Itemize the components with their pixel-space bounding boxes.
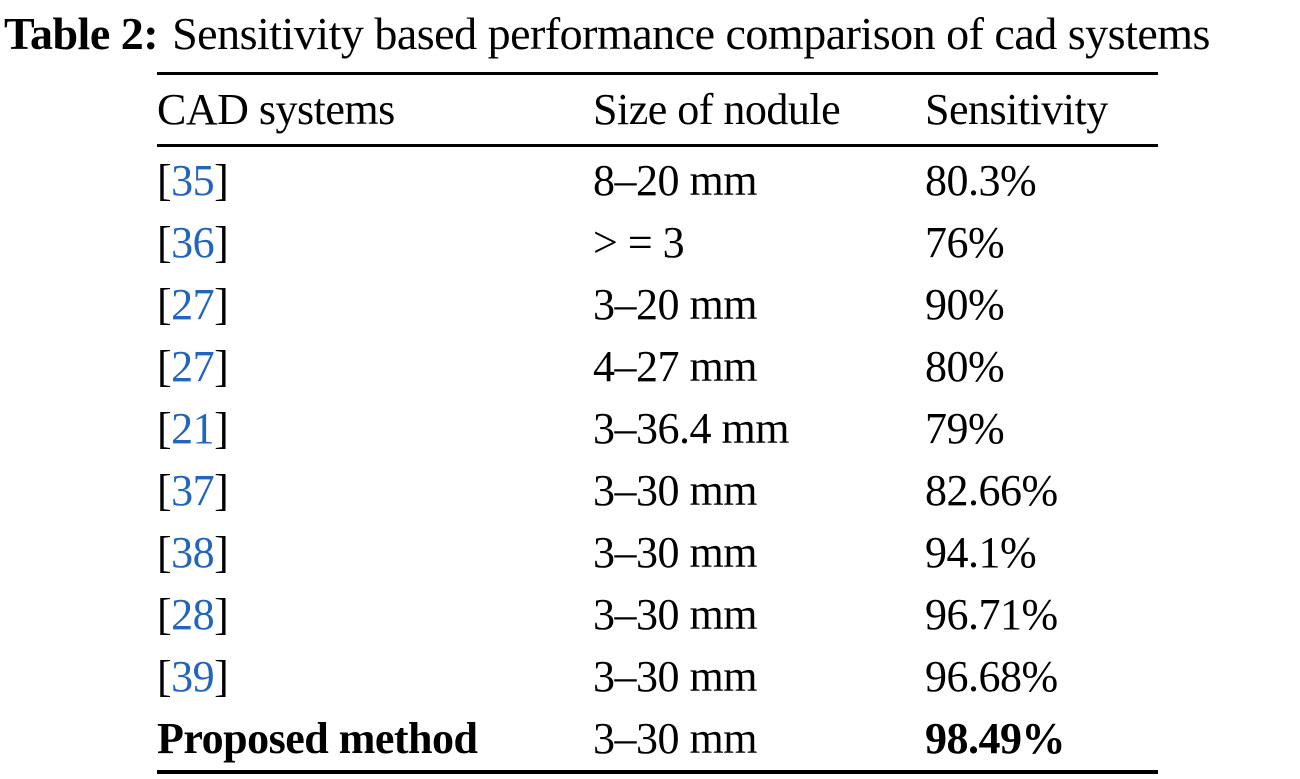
nodule-size-cell: 3–20 mm: [593, 279, 757, 329]
table-bottom-rule: [157, 770, 1158, 774]
sensitivity-cell: 94.1%: [925, 527, 1037, 577]
header-cad-systems: CAD systems: [157, 85, 395, 134]
citation-close-bracket: ]: [214, 589, 229, 639]
nodule-size-cell: 3–30 mm: [593, 589, 757, 639]
cad-system-cell: [38]: [157, 527, 593, 578]
citation-open-bracket: [: [157, 589, 172, 639]
citation-link[interactable]: 38: [171, 527, 215, 577]
header-sensitivity: Sensitivity: [925, 85, 1108, 134]
sensitivity-cell: 96.71%: [925, 589, 1058, 639]
cad-system-cell: [28]: [157, 589, 593, 640]
nodule-size-cell: 3–30 mm: [593, 465, 757, 515]
cad-system-cell: [36]: [157, 217, 593, 268]
citation-close-bracket: ]: [214, 341, 229, 391]
citation-close-bracket: ]: [214, 155, 229, 205]
citation-link[interactable]: 28: [171, 589, 215, 639]
nodule-size-cell: 3–30 mm: [593, 527, 757, 577]
table-row: [39] 3–30 mm 96.68%: [157, 645, 1158, 707]
nodule-size-cell: > = 3: [593, 217, 685, 267]
citation-close-bracket: ]: [214, 651, 229, 701]
table-row: [28] 3–30 mm 96.71%: [157, 583, 1158, 645]
table-header-rule: [157, 144, 1158, 147]
nodule-size-cell: 3–30 mm: [593, 651, 757, 701]
header-size-of-nodule: Size of nodule: [593, 85, 841, 134]
citation-open-bracket: [: [157, 651, 172, 701]
citation-open-bracket: [: [157, 341, 172, 391]
table-row: [37] 3–30 mm 82.66%: [157, 459, 1158, 521]
cad-system-cell: [35]: [157, 155, 593, 206]
nodule-size-cell: 3–36.4 mm: [593, 403, 789, 453]
citation-link[interactable]: 27: [171, 279, 215, 329]
table-row: [21] 3–36.4 mm 79%: [157, 397, 1158, 459]
cad-system-cell: [27]: [157, 279, 593, 330]
cad-system-cell: [21]: [157, 403, 593, 454]
citation-close-bracket: ]: [214, 217, 229, 267]
table-row: [27] 4–27 mm 80%: [157, 335, 1158, 397]
table-row: [36] > = 3 76%: [157, 211, 1158, 273]
citation-open-bracket: [: [157, 155, 172, 205]
table-row: [38] 3–30 mm 94.1%: [157, 521, 1158, 583]
nodule-size-cell: 4–27 mm: [593, 341, 757, 391]
method-label: Proposed method: [157, 713, 478, 763]
table-caption: Table 2: Sensitivity based performance co…: [4, 8, 1298, 61]
citation-open-bracket: [: [157, 279, 172, 329]
comparison-table: CAD systems Size of nodule Sensitivity […: [157, 72, 1158, 774]
citation-link[interactable]: 39: [171, 651, 215, 701]
citation-open-bracket: [: [157, 527, 172, 577]
citation-link[interactable]: 37: [171, 465, 215, 515]
table-row: Proposed method 3–30 mm 98.49%: [157, 707, 1158, 769]
citation-open-bracket: [: [157, 465, 172, 515]
cad-system-cell: [39]: [157, 651, 593, 702]
sensitivity-cell: 82.66%: [925, 465, 1058, 515]
sensitivity-cell: 96.68%: [925, 651, 1058, 701]
citation-link[interactable]: 27: [171, 341, 215, 391]
citation-link[interactable]: 36: [171, 217, 215, 267]
table-body: [35] 8–20 mm 80.3% [36] > = 3 76% [27] 3–20 mm 9…: [157, 147, 1158, 769]
citation-open-bracket: [: [157, 217, 172, 267]
cad-system-cell: Proposed method: [157, 713, 593, 764]
citation-link[interactable]: 21: [171, 403, 215, 453]
table-top-rule: [157, 72, 1158, 75]
sensitivity-cell: 80.3%: [925, 155, 1037, 205]
sensitivity-cell: 79%: [925, 403, 1005, 453]
citation-open-bracket: [: [157, 403, 172, 453]
citation-close-bracket: ]: [214, 403, 229, 453]
citation-link[interactable]: 35: [171, 155, 215, 205]
sensitivity-cell: 76%: [925, 217, 1005, 267]
cad-system-cell: [37]: [157, 465, 593, 516]
sensitivity-cell: 90%: [925, 279, 1005, 329]
citation-close-bracket: ]: [214, 279, 229, 329]
citation-close-bracket: ]: [214, 465, 229, 515]
nodule-size-cell: 3–30 mm: [593, 713, 757, 763]
table-row: [35] 8–20 mm 80.3%: [157, 149, 1158, 211]
table-row: [27] 3–20 mm 90%: [157, 273, 1158, 335]
table-header-row: CAD systems Size of nodule Sensitivity: [157, 75, 1158, 144]
table-caption-text: Sensitivity based performance comparison…: [172, 8, 1210, 59]
table-caption-label: Table 2:: [4, 8, 159, 59]
sensitivity-cell: 80%: [925, 341, 1005, 391]
cad-system-cell: [27]: [157, 341, 593, 392]
nodule-size-cell: 8–20 mm: [593, 155, 757, 205]
citation-close-bracket: ]: [214, 527, 229, 577]
sensitivity-cell: 98.49%: [925, 713, 1066, 763]
